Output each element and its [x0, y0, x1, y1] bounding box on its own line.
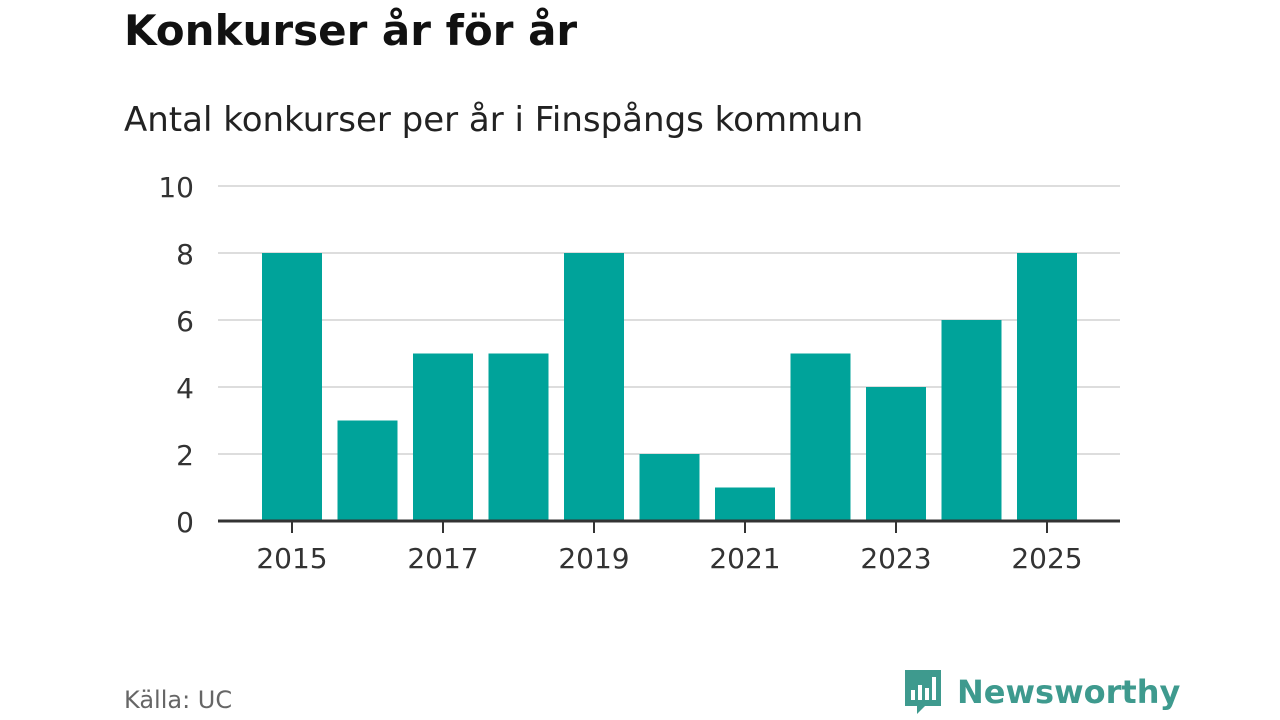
x-tick-label-2025: 2025 [1011, 542, 1082, 575]
x-tick-label-2023: 2023 [860, 542, 931, 575]
newsworthy-logo-icon [905, 670, 941, 714]
brand-name: Newsworthy [957, 673, 1181, 711]
bar-2019 [564, 253, 624, 521]
y-tick-label-4: 4 [176, 372, 194, 405]
newsworthy-brand: Newsworthy [903, 668, 1180, 716]
x-tick-label-2017: 2017 [407, 542, 478, 575]
bar-2022 [790, 353, 851, 521]
x-tick-label-2019: 2019 [558, 542, 629, 575]
bar-2017 [413, 353, 473, 521]
bar-2015 [262, 253, 322, 521]
bar-2024 [941, 320, 1002, 521]
chart-subtitle: Antal konkurser per år i Finspångs kommu… [124, 100, 864, 140]
y-tick-label-8: 8 [176, 238, 194, 271]
x-tick-label-2015: 2015 [256, 542, 327, 575]
y-tick-label-10: 10 [158, 171, 194, 204]
y-tick-label-2: 2 [176, 439, 194, 472]
bar-2020 [639, 454, 700, 521]
bar-2025 [1017, 253, 1077, 521]
y-tick-label-6: 6 [176, 305, 194, 338]
y-tick-label-0: 0 [176, 506, 194, 539]
bar-2023 [866, 387, 926, 521]
bar-2016 [337, 420, 398, 521]
chart-title: Konkurser år för år [124, 6, 578, 55]
bar-2018 [488, 353, 549, 521]
source-note: Källa: UC [124, 686, 233, 714]
bar-2021 [715, 487, 775, 521]
x-tick-label-2021: 2021 [709, 542, 780, 575]
